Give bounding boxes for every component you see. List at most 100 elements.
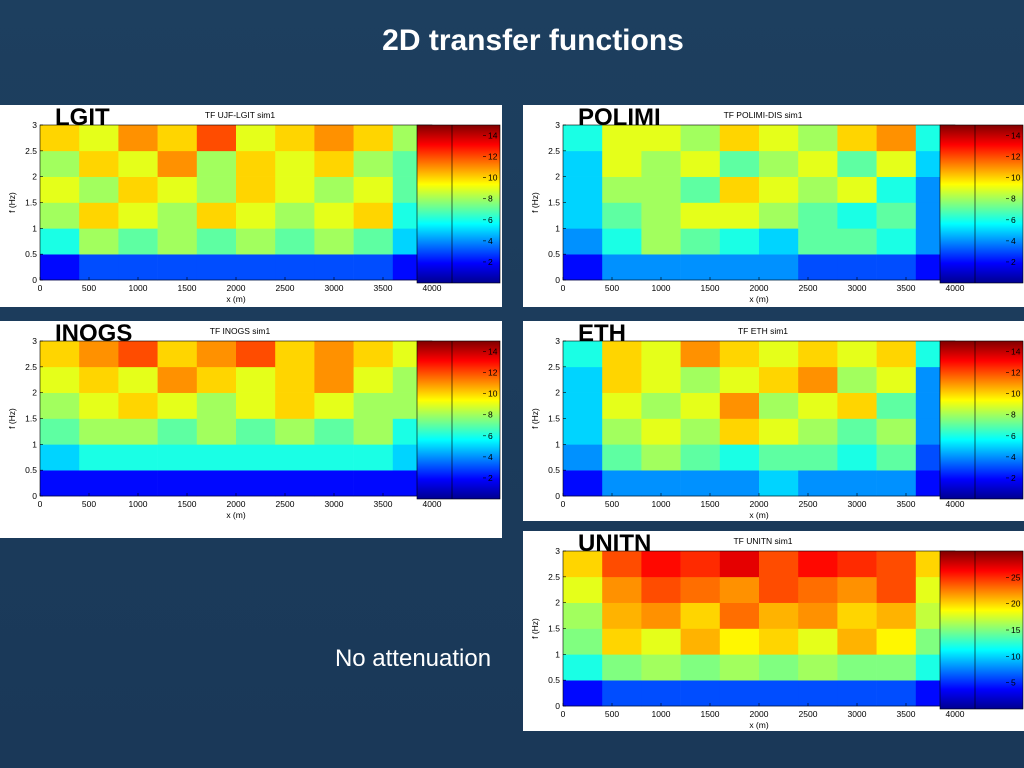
panel: 0 500 1000 1500 2000 2500 3000 3500 4000 0 0.5 1 1.5…	[523, 530, 1024, 731]
heatmap-cell	[196, 202, 237, 229]
heatmap-cell	[837, 628, 877, 655]
heatmap-cell	[719, 628, 760, 655]
heatmap-cell	[719, 202, 760, 229]
heatmap-cell	[641, 576, 681, 603]
heatmap-cell	[196, 228, 237, 255]
x-tick-label: 3000	[325, 283, 344, 293]
x-tick-label: 500	[82, 283, 96, 293]
heatmap-cell	[236, 341, 276, 368]
heatmap-cell	[40, 470, 80, 497]
x-tick-label: 3000	[325, 499, 344, 509]
heatmap-cell	[40, 418, 80, 445]
x-tick-label: 1000	[129, 283, 148, 293]
heatmap-cell	[314, 418, 354, 445]
panel: 0 500 1000 1500 2000 2500 3000 3500 4000 0 0.5 1 1.5…	[523, 104, 1024, 307]
heatmap-cell	[118, 125, 158, 152]
x-tick-label: 2000	[750, 499, 769, 509]
y-axis-label: f (Hz)	[530, 618, 540, 639]
heatmap-cell	[719, 418, 760, 445]
heatmap-cell	[719, 176, 760, 203]
heatmap-cell	[837, 125, 877, 152]
colorbar-tick-label: 15	[1011, 625, 1021, 635]
y-tick-label: 0	[555, 701, 560, 711]
colorbar	[939, 124, 1024, 284]
heatmap-cell	[719, 125, 760, 152]
x-tick-label: 500	[605, 283, 619, 293]
panel-label: UNITN	[578, 530, 651, 557]
heatmap-cell	[837, 228, 877, 255]
x-tick-label: 2000	[227, 499, 246, 509]
heatmap-cell	[641, 392, 681, 419]
x-tick-label: 500	[605, 499, 619, 509]
y-tick-label: 2	[555, 172, 560, 182]
heatmap-cell	[314, 366, 354, 393]
heatmap-cell	[196, 176, 237, 203]
heatmap-cell	[837, 366, 877, 393]
heatmap-cell	[876, 654, 917, 681]
heatmap-cell	[275, 228, 315, 255]
y-tick-label: 3	[555, 120, 560, 130]
heatmap-cell	[157, 125, 198, 152]
heatmap-cell	[314, 470, 354, 497]
heatmap-cell	[876, 125, 917, 152]
heatmap-cell	[876, 444, 917, 471]
colorbar-tick-label: 8	[488, 410, 493, 420]
x-tick-label: 4000	[946, 283, 965, 293]
heatmap-cell	[275, 418, 315, 445]
heatmap-cell	[563, 392, 603, 419]
colorbar-tick-label: 12	[1011, 152, 1021, 162]
heatmap-cell	[118, 228, 158, 255]
x-tick-label: 2500	[799, 709, 818, 719]
x-tick-label: 3500	[374, 283, 393, 293]
heatmap-cell	[680, 202, 721, 229]
heatmap-cell	[314, 202, 354, 229]
heatmap-cell	[353, 202, 394, 229]
heatmap-cell	[602, 680, 642, 707]
heatmap-cell	[157, 254, 198, 281]
x-axis-label: x (m)	[749, 720, 769, 730]
heatmap-cell	[196, 444, 237, 471]
heatmap-cell	[79, 176, 119, 203]
heatmap-cell	[798, 366, 838, 393]
y-axis-label: f (Hz)	[7, 408, 17, 429]
y-tick-label: 1	[555, 439, 560, 449]
x-tick-label: 0	[561, 499, 566, 509]
heatmap-cell	[759, 341, 799, 368]
heatmap-cell	[314, 392, 354, 419]
heatmap-cell	[876, 680, 917, 707]
colorbar-tick-label: 6	[1011, 215, 1016, 225]
y-tick-label: 0.5	[548, 465, 560, 475]
heatmap-cell	[79, 228, 119, 255]
heatmap-cell	[353, 341, 394, 368]
heatmap-cell	[641, 602, 681, 629]
heatmap-cell	[837, 680, 877, 707]
heatmap-cell	[876, 150, 917, 177]
heatmap-cell	[314, 176, 354, 203]
heatmap-cell	[353, 176, 394, 203]
y-tick-label: 0	[32, 275, 37, 285]
heatmap-cell	[275, 366, 315, 393]
x-tick-label: 3500	[374, 499, 393, 509]
heatmap-cell	[563, 341, 603, 368]
colorbar-tick-label: 6	[488, 215, 493, 225]
heatmap-cell	[157, 418, 198, 445]
heatmap-cell	[680, 576, 721, 603]
chart-title: TF UJF-LGIT sim1	[205, 110, 275, 120]
heatmap-cell	[79, 150, 119, 177]
heatmap-cell	[680, 228, 721, 255]
heatmap-cell	[602, 392, 642, 419]
y-tick-label: 2	[555, 598, 560, 608]
heatmap-cell	[719, 366, 760, 393]
x-tick-label: 3500	[897, 283, 916, 293]
heatmap-cell	[314, 341, 354, 368]
heatmap-cell	[759, 576, 799, 603]
heatmap-cell	[641, 628, 681, 655]
heatmap-cell	[680, 602, 721, 629]
x-tick-label: 2500	[276, 499, 295, 509]
heatmap-cell	[719, 551, 760, 578]
heatmap-cell	[353, 150, 394, 177]
x-tick-label: 4000	[946, 709, 965, 719]
heatmap-cell	[602, 470, 642, 497]
heatmap-cell	[353, 228, 394, 255]
chart-title: TF POLIMI-DIS sim1	[724, 110, 803, 120]
